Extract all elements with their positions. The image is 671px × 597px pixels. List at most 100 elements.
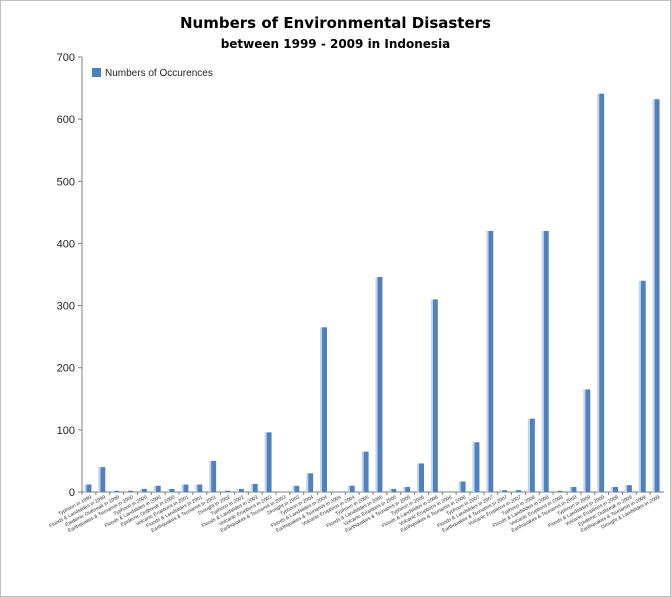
bar — [361, 451, 369, 492]
bar-body — [474, 442, 480, 492]
bar-highlight — [126, 490, 128, 492]
bar-highlight — [98, 467, 101, 492]
bar-body — [488, 231, 494, 492]
bar-body — [432, 299, 438, 492]
bar — [375, 276, 383, 492]
bar — [652, 99, 660, 492]
bar — [500, 490, 508, 492]
bar — [181, 484, 189, 492]
bar-highlight — [139, 488, 142, 492]
bar-highlight — [417, 463, 419, 492]
bar — [389, 488, 397, 492]
bar-body — [252, 483, 258, 492]
bar-highlight — [250, 483, 253, 492]
bar-highlight — [347, 485, 350, 492]
legend: Numbers of Occurences — [92, 68, 213, 79]
bar-body — [557, 490, 563, 492]
bar — [126, 490, 133, 492]
bars — [84, 93, 660, 493]
bar-body — [599, 93, 605, 493]
bar — [292, 485, 300, 492]
bar-highlight — [223, 490, 225, 492]
bar-body — [613, 487, 618, 492]
bar-body — [640, 280, 646, 492]
bar-highlight — [195, 484, 198, 492]
bar-body — [225, 490, 230, 492]
bar-body — [654, 99, 660, 492]
bar-highlight — [264, 432, 267, 492]
bar-highlight — [500, 490, 503, 492]
bar-body — [114, 490, 120, 492]
bar — [167, 488, 175, 492]
bar — [112, 490, 120, 492]
bar-body — [377, 276, 383, 492]
bar-body — [155, 485, 161, 492]
y-tick-label: 600 — [57, 114, 75, 126]
bar-highlight — [458, 481, 461, 492]
bar — [611, 487, 618, 492]
bar-body — [502, 490, 508, 492]
bar-highlight — [583, 389, 586, 492]
chart-subtitle: between 1999 - 2009 in Indonesia — [220, 37, 451, 51]
bar — [264, 432, 272, 492]
bar-highlight — [167, 488, 170, 492]
bar — [430, 299, 438, 492]
bar — [195, 484, 203, 492]
bar — [638, 280, 646, 492]
bar — [527, 418, 535, 492]
bar-highlight — [472, 442, 475, 492]
y-tick-label: 300 — [57, 301, 75, 313]
bar-body — [169, 488, 175, 492]
bar-highlight — [209, 460, 212, 492]
bar — [403, 487, 411, 492]
bar — [84, 484, 92, 492]
bar-body — [363, 451, 369, 492]
bar-highlight — [306, 473, 309, 492]
bar-highlight — [597, 93, 600, 493]
chart-title: Numbers of Environmental Disasters — [180, 14, 491, 32]
bar-highlight — [527, 418, 530, 492]
axes — [78, 56, 664, 495]
bar-highlight — [555, 490, 558, 492]
bar-highlight — [430, 299, 433, 492]
bar — [153, 485, 161, 492]
bar-body — [391, 488, 397, 492]
bar-body — [266, 432, 272, 492]
bar-body — [128, 490, 133, 492]
y-tick-label: 700 — [57, 52, 75, 64]
bar-highlight — [541, 231, 544, 492]
bar-highlight — [514, 490, 516, 492]
bar-body — [349, 485, 355, 492]
bar-body — [86, 484, 92, 492]
bar — [347, 485, 355, 492]
bar — [514, 490, 521, 492]
bar — [306, 473, 314, 492]
bar — [236, 488, 244, 492]
bar-body — [529, 418, 535, 492]
bar-body — [141, 488, 147, 492]
bar-highlight — [652, 99, 655, 492]
bar — [583, 389, 591, 492]
bar-body — [197, 484, 203, 492]
bar-body — [183, 484, 189, 492]
bar-highlight — [638, 280, 641, 492]
y-tick-label: 400 — [57, 238, 75, 250]
y-tick-label: 100 — [57, 425, 75, 437]
legend-swatch — [92, 68, 101, 77]
bar-highlight — [389, 488, 392, 492]
bar-body — [585, 389, 591, 492]
bar-body — [405, 487, 411, 492]
bar-body — [460, 481, 466, 492]
bar-highlight — [569, 487, 572, 492]
bar-body — [294, 485, 300, 492]
bar-body — [571, 487, 577, 492]
y-tick-label: 200 — [57, 363, 75, 375]
y-tick-label: 0 — [69, 487, 75, 499]
bar — [417, 463, 424, 492]
bar — [541, 231, 549, 492]
bar-highlight — [181, 484, 184, 492]
bar-highlight — [624, 485, 627, 492]
bar-body — [100, 467, 106, 492]
bar-body — [211, 460, 217, 492]
